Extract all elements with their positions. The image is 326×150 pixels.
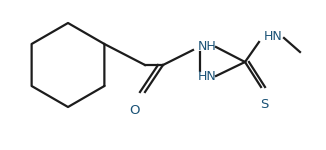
Text: HN: HN [198, 69, 217, 82]
Text: NH: NH [198, 40, 217, 54]
Text: S: S [260, 98, 268, 111]
Text: HN: HN [264, 30, 283, 44]
Text: O: O [129, 104, 139, 117]
